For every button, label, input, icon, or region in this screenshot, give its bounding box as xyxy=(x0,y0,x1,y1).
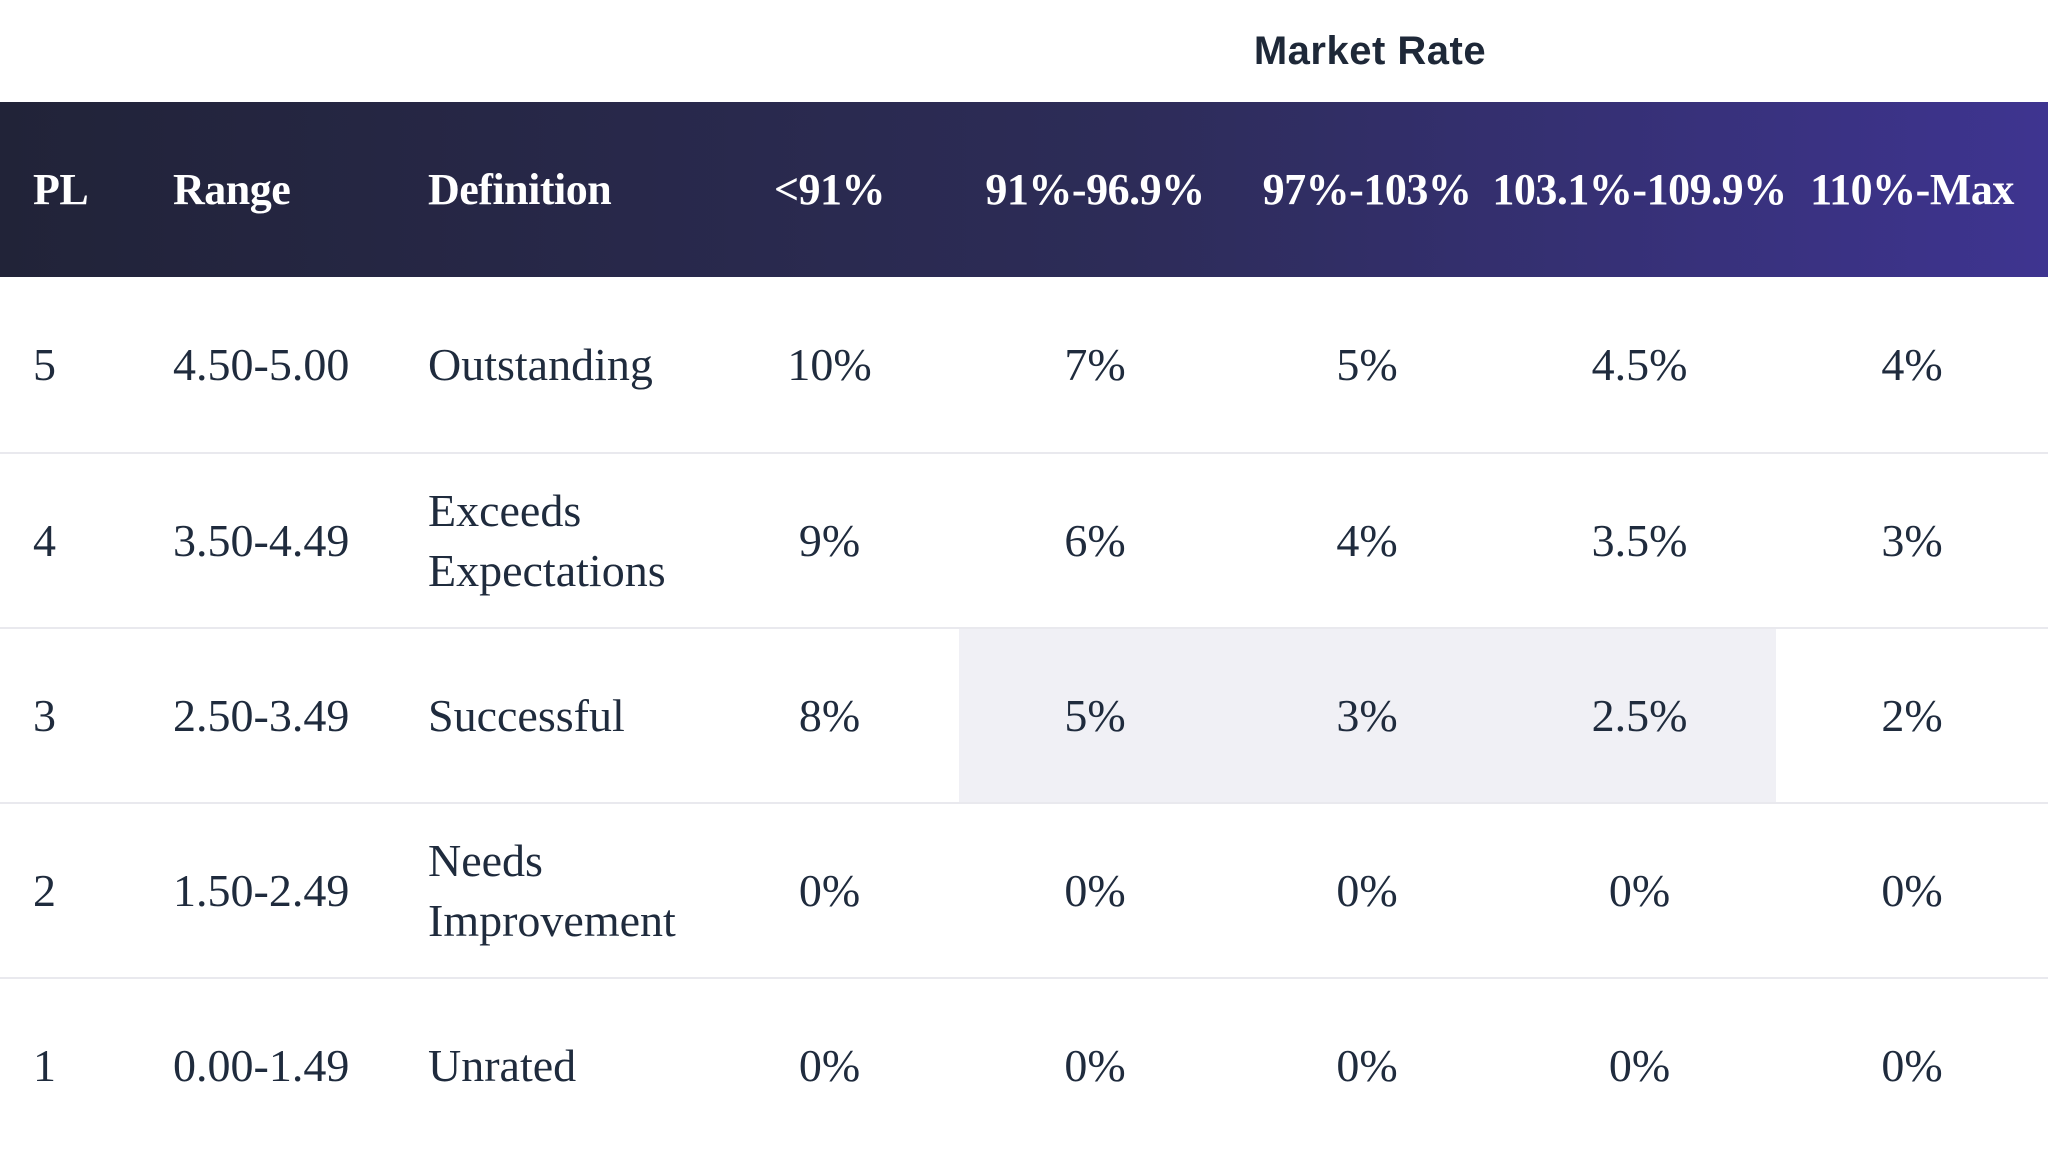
cell-rate-110-max: 0% xyxy=(1881,864,1943,916)
table-row-pl2: 2 1.50-2.49 Needs Improvement 0% 0% 0% 0… xyxy=(0,802,2048,977)
cell-range: 0.00-1.49 xyxy=(173,1039,350,1091)
header-cell-91-969: 91%-96.9% xyxy=(985,164,1205,214)
table-row-pl1: 1 0.00-1.49 Unrated 0% 0% 0% 0% 0% xyxy=(0,977,2048,1152)
cell-rate-91-969: 0% xyxy=(1064,864,1126,916)
cell-definition: Successful xyxy=(428,689,625,741)
cell-rate-91-969: 0% xyxy=(1064,1039,1126,1091)
cell-rate-lt-91: 8% xyxy=(798,689,861,741)
header-cell-110-max: 110%-Max xyxy=(1810,164,2014,214)
header-cell-lt-91: <91% xyxy=(773,164,886,214)
cell-definition: Needs Improvement xyxy=(428,834,676,946)
cell-rate-97-103: 5% xyxy=(1336,338,1398,390)
cell-pl: 5 xyxy=(33,338,56,390)
cell-rate-1031-1099: 3.5% xyxy=(1591,514,1688,566)
cell-range: 4.50-5.00 xyxy=(173,338,350,390)
header-cell-97-103: 97%-103% xyxy=(1262,164,1472,214)
cell-range: 2.50-3.49 xyxy=(173,689,350,741)
cell-rate-110-max: 4% xyxy=(1881,338,1943,390)
table-header-row: PL Range Definition <91% 91%-96.9% 97%-1… xyxy=(0,102,2048,277)
cell-rate-lt-91: 0% xyxy=(798,1039,861,1091)
header-cell-1031-1099: 103.1%-109.9% xyxy=(1492,164,1787,214)
cell-rate-110-max: 2% xyxy=(1881,689,1943,741)
table-row-pl5: 5 4.50-5.00 Outstanding 10% 7% 5% 4.5% 4… xyxy=(0,277,2048,452)
cell-rate-110-max: 0% xyxy=(1881,1039,1943,1091)
header-cell-definition: Definition xyxy=(428,164,612,214)
header-cell-range: Range xyxy=(173,164,291,214)
cell-rate-110-max: 3% xyxy=(1881,514,1943,566)
cell-definition: Exceeds Expectations xyxy=(428,484,666,596)
cell-rate-1031-1099: 4.5% xyxy=(1591,338,1688,390)
cell-rate-97-103: 4% xyxy=(1336,514,1398,566)
cell-pl: 1 xyxy=(33,1039,56,1091)
cell-rate-91-969-highlighted: 5% xyxy=(959,629,1231,802)
cell-rate-97-103: 0% xyxy=(1336,864,1398,916)
cell-rate-lt-91: 9% xyxy=(798,514,861,566)
cell-rate-lt-91: 0% xyxy=(798,864,861,916)
header-cell-pl: PL xyxy=(33,164,89,214)
cell-range: 3.50-4.49 xyxy=(173,514,350,566)
cell-pl: 2 xyxy=(33,864,56,916)
cell-rate-lt-91: 10% xyxy=(787,338,872,390)
cell-rate-91-969: 7% xyxy=(1064,338,1126,390)
cell-rate-1031-1099-highlighted: 2.5% xyxy=(1503,629,1776,802)
cell-definition: Unrated xyxy=(428,1039,577,1091)
cell-range: 1.50-2.49 xyxy=(173,864,350,916)
table-row-pl4: 4 3.50-4.49 Exceeds Expectations 9% 6% 4… xyxy=(0,452,2048,627)
cell-rate-1031-1099: 0% xyxy=(1608,864,1671,916)
market-rate-table: PL Range Definition <91% 91%-96.9% 97%-1… xyxy=(0,102,2048,1152)
cell-rate-91-969: 6% xyxy=(1064,514,1126,566)
cell-rate-97-103-highlighted: 3% xyxy=(1231,629,1503,802)
cell-rate-97-103: 0% xyxy=(1336,1039,1398,1091)
cell-pl: 3 xyxy=(33,689,56,741)
market-rate-title: Market Rate xyxy=(1253,28,1487,73)
cell-rate-1031-1099: 0% xyxy=(1608,1039,1671,1091)
table-row-pl3: 3 2.50-3.49 Successful 8% 5% 3% 2.5% 2% xyxy=(0,627,2048,802)
cell-pl: 4 xyxy=(33,514,56,566)
cell-definition: Outstanding xyxy=(428,338,653,390)
